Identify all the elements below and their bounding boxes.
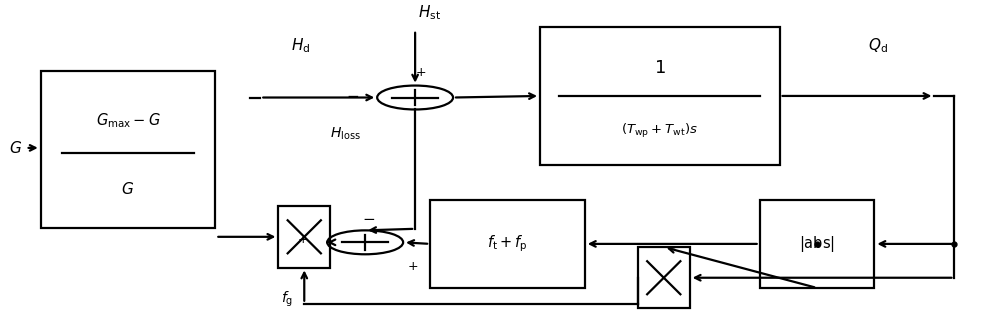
Text: $Q_{\rm d}$: $Q_{\rm d}$ [868,36,887,55]
Bar [540,27,780,165]
Text: $G$: $G$ [9,140,22,156]
Bar [41,71,215,228]
Bar [760,200,874,288]
Text: $+$: $+$ [415,67,426,80]
Bar [278,206,330,268]
Text: $G$: $G$ [121,181,135,197]
Text: $+$: $+$ [297,233,308,246]
Text: $f_{\rm t}+f_{\rm p}$: $f_{\rm t}+f_{\rm p}$ [487,234,528,254]
Text: $1$: $1$ [654,59,666,77]
Text: $H_{\rm loss}$: $H_{\rm loss}$ [330,125,361,142]
Text: $H_{\rm d}$: $H_{\rm d}$ [291,36,310,55]
Text: $-$: $-$ [362,210,376,225]
Text: $f_{\rm g}$: $f_{\rm g}$ [281,289,293,309]
Text: $H_{\rm st}$: $H_{\rm st}$ [418,3,441,22]
Text: $|{\rm abs}|$: $|{\rm abs}|$ [799,234,835,254]
Text: $G_{\rm max}-G$: $G_{\rm max}-G$ [96,112,160,131]
Text: $+$: $+$ [407,260,419,273]
Text: $-$: $-$ [346,87,359,102]
Bar [638,247,690,308]
Bar [430,200,585,288]
Text: $(T_{\rm wp}+T_{\rm wt})s$: $(T_{\rm wp}+T_{\rm wt})s$ [621,122,698,139]
